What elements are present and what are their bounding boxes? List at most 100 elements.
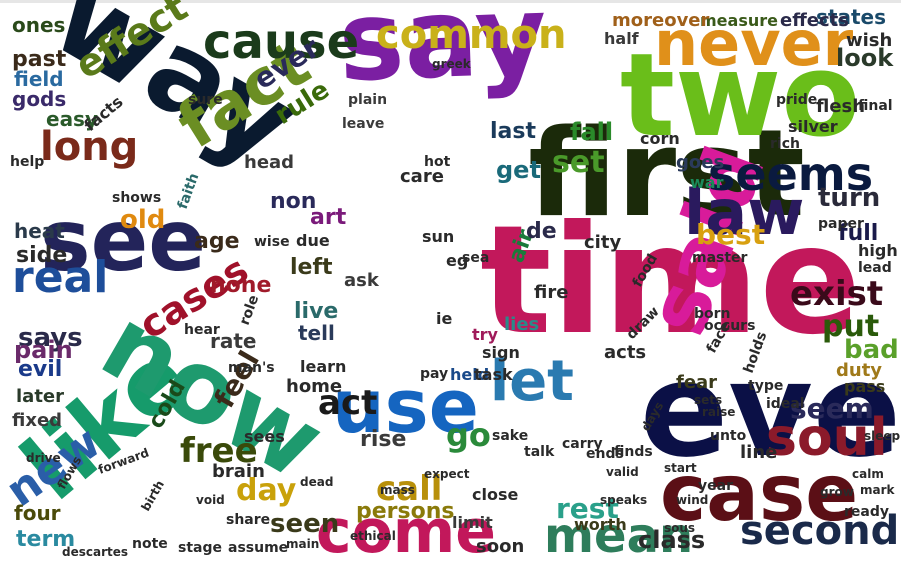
word-help: help [10,154,44,170]
word-dead: dead [300,475,333,489]
word-turn: turn [818,183,880,213]
word-expect: expect [424,467,470,481]
word-field: field [14,67,64,91]
word-rich: rich [770,136,800,152]
word-evil: evil [18,357,62,382]
word-mean: mean [544,508,693,564]
word-plain: plain [348,92,387,108]
word-effects: effects [780,10,849,31]
top-border [0,0,901,3]
word-mass: mass [380,483,415,497]
word-corn: corn [640,129,680,148]
word-flesh: flesh [816,96,865,117]
word-common: common [376,12,567,58]
word-ideal: ideal [766,396,805,412]
word-hot: hot [424,154,451,170]
word-ask: ask [344,270,380,291]
word-old: old [120,205,165,235]
word-persons: persons [356,499,454,524]
word-law: law [684,176,804,249]
word-ethical: ethical [350,529,396,543]
word-void: void [196,493,225,507]
word-get: get [496,156,541,184]
word-sign: sign [482,343,520,362]
word-go: go [446,416,491,454]
word-limit: limit [452,513,493,532]
word-learn: learn [300,357,346,376]
word-say: say [336,0,548,106]
word-start: start [664,461,697,475]
word-master: master [692,250,748,266]
word-calm: calm [852,467,884,481]
word-sees: sees [244,427,285,446]
word-final: final [858,98,893,114]
word-sure: sure [188,92,223,108]
word-bad: bad [844,335,899,365]
word-seems: seems [708,147,873,201]
word-line: line [740,442,777,463]
word-measure: measure [700,11,778,30]
word-best: best [696,218,765,251]
word-held: held [450,365,489,384]
word-says: says [18,323,83,353]
word-pride: pride [776,92,817,108]
word-fixed: fixed [12,410,62,431]
word-wish: wish [846,30,892,51]
word-set: set [552,145,605,180]
word-close: close [472,485,518,504]
word-greek: greek [432,57,472,71]
word-rest: rest [556,492,619,525]
word-de: de [526,219,557,244]
word-home: home [286,376,342,397]
word-man-s: man's [228,360,275,376]
word-descartes: descartes [62,545,128,559]
word-two: two [620,29,860,163]
word-none: none [210,273,271,298]
word-soon: soon [476,536,524,557]
word-grow: grow [820,485,854,499]
word-seem: seem [790,392,874,425]
word-never: never [654,7,854,80]
word-use: use [332,364,479,450]
word-leave: leave [342,116,384,132]
word-day: day [236,473,297,508]
word-soul: soul [766,408,888,468]
word-see: see [40,192,206,291]
word-pay: pay [420,366,448,382]
word-task: task [474,365,513,384]
word-easy: easy [46,107,98,131]
word-due: due [296,231,330,250]
word-fire: fire [534,282,568,303]
word-try: try [472,325,499,344]
word-rate: rate [210,329,256,353]
word-lead: lead [858,260,892,276]
word-silver: silver [788,117,838,136]
word-carry: carry [562,436,603,452]
word-city: city [584,232,621,253]
word-let: let [490,349,574,414]
word-sets: sets [694,393,722,407]
word-head: head [244,152,294,173]
word-goes: goes [676,152,724,173]
word-fear: fear [676,372,717,393]
word-second: second [740,508,899,554]
word-ie: ie [436,309,452,328]
word-left: left [290,255,333,280]
word-put: put [822,309,879,344]
word-full: full [838,221,878,246]
word-drive: drive [26,451,61,465]
word-fall: fall [570,118,613,146]
word-unto: unto [710,428,747,444]
word-main: main [286,537,319,551]
word-ones: ones [12,13,65,37]
word-heat: heat [14,219,65,243]
word-born: born [694,306,731,322]
word-sake: sake [492,428,528,444]
word-later: later [16,386,64,407]
word-class: class [638,526,705,554]
word-wise: wise [254,234,290,250]
word-stage: stage [178,540,222,556]
word-moreover: moreover [612,10,710,31]
